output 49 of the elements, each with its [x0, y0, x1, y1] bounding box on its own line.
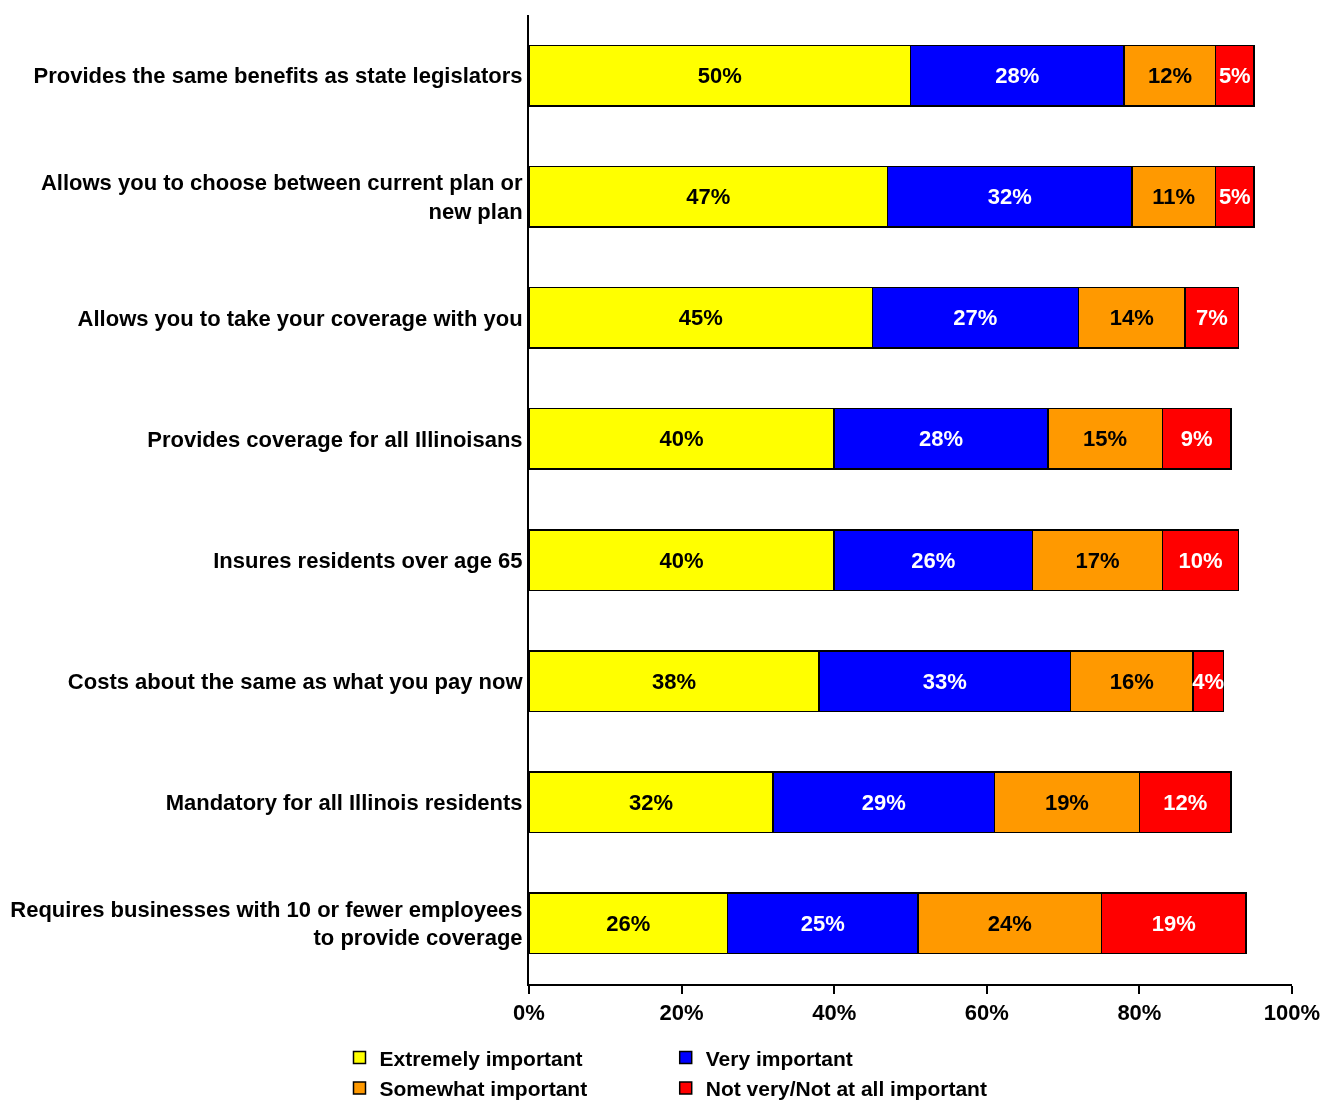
y-tick-label: Allows you to choose between current plan or new plan: [40, 170, 524, 224]
data-label: 19%: [1044, 789, 1089, 815]
data-label: 16%: [1109, 668, 1154, 694]
x-tick-label: 60%: [964, 1000, 1009, 1026]
data-label: 27%: [953, 305, 998, 331]
y-tick-label: Mandatory for all Illinois residents: [165, 790, 523, 816]
x-tick-label: 100%: [1263, 1000, 1321, 1026]
y-tick-label: Allows you to take your coverage with you: [77, 305, 523, 331]
legend-label: Not very/Not at all important: [705, 1077, 987, 1101]
data-label: 7%: [1195, 305, 1228, 331]
data-label: 24%: [987, 910, 1032, 936]
data-label: 25%: [800, 910, 845, 936]
data-label: 47%: [686, 184, 731, 210]
y-tick-label: Provides the same benefits as state legislators: [33, 63, 523, 89]
x-tick-label: 80%: [1117, 1000, 1162, 1026]
data-label: 28%: [995, 63, 1040, 89]
data-label: 10%: [1178, 547, 1223, 573]
x-tick-label: 0%: [513, 1000, 545, 1026]
data-label: 12%: [1147, 63, 1192, 89]
data-label: 9%: [1180, 426, 1213, 452]
data-label: 40%: [659, 426, 704, 452]
data-label: 28%: [919, 426, 964, 452]
data-label: 50%: [697, 63, 742, 89]
data-label: 14%: [1109, 305, 1154, 331]
data-label: 33%: [922, 668, 967, 694]
data-label: 19%: [1151, 910, 1196, 936]
y-tick-label: Requires businesses with 10 or fewer employees to provide coverage: [10, 896, 523, 951]
data-label: 38%: [651, 668, 696, 694]
x-tick-label: 20%: [659, 1000, 704, 1026]
data-label: 26%: [606, 910, 651, 936]
y-tick-label: Costs about the same as what you pay now: [67, 668, 524, 694]
data-label: 5%: [1218, 63, 1251, 89]
data-label: 32%: [629, 789, 674, 815]
y-tick-label: Insures residents over age 65: [213, 547, 523, 573]
y-tick-label: Provides coverage for all Illinoisans: [147, 426, 523, 452]
data-label: 17%: [1075, 547, 1120, 573]
data-label: 29%: [861, 789, 906, 815]
legend-label: Very important: [705, 1046, 853, 1070]
data-label: 12%: [1163, 789, 1208, 815]
data-label: 32%: [987, 184, 1032, 210]
x-tick-label: 40%: [812, 1000, 857, 1026]
data-label: 45%: [678, 305, 723, 331]
legend-label: Extremely important: [379, 1046, 583, 1070]
data-label: 11%: [1152, 184, 1196, 210]
data-label: 40%: [659, 547, 704, 573]
legend-label: Somewhat important: [379, 1077, 588, 1101]
data-label: 15%: [1083, 426, 1128, 452]
data-label: 26%: [911, 547, 956, 573]
data-label: 5%: [1218, 184, 1251, 210]
